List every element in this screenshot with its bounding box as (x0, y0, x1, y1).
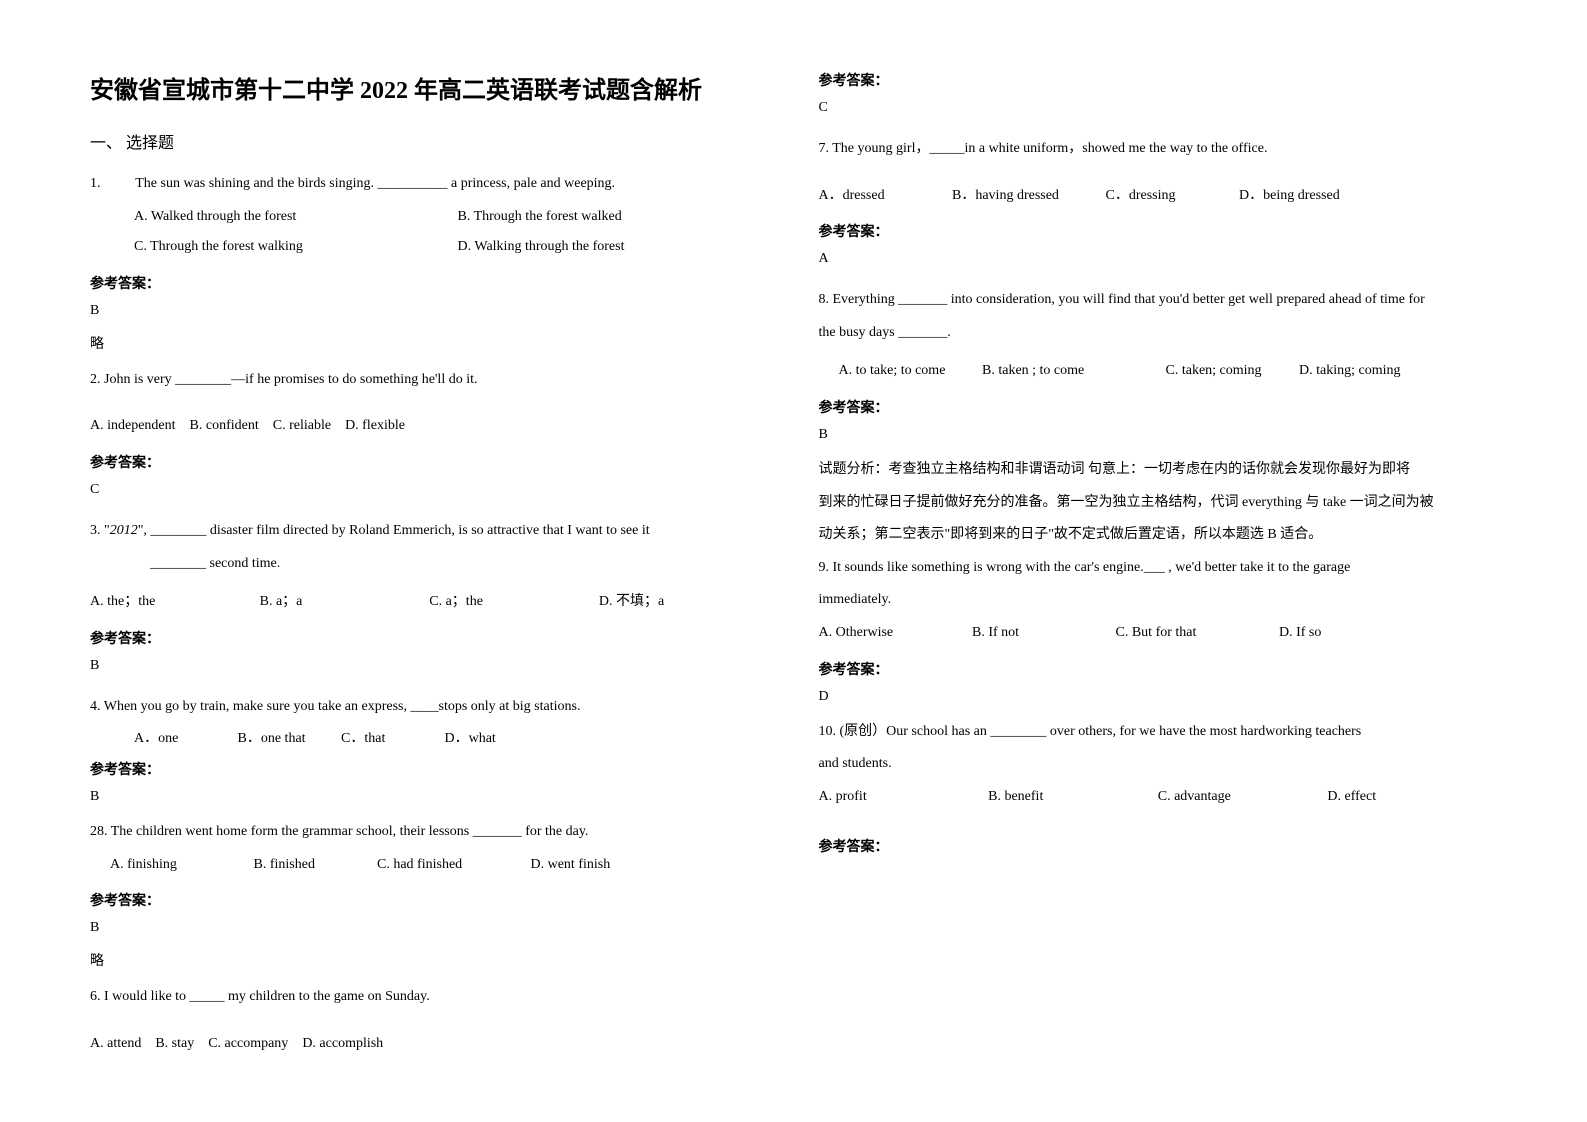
q6: 6. I would like to _____ my children to … (90, 984, 769, 1011)
q2-opts: A. independent B. confident C. reliable … (90, 413, 769, 440)
q3-answer: B (90, 658, 769, 674)
q3-d: D. 不填；a (599, 589, 769, 616)
q9-d: D. If so (1279, 625, 1321, 640)
q8-exp3: 动关系；第二空表示"即将到来的日子"故不定式做后置定语，所以本题选 B 适合。 (819, 522, 1498, 549)
q8-exp1: 试题分析：考查独立主格结构和非谓语动词 句意上：一切考虑在内的话你就会发现你最好… (819, 457, 1498, 484)
q3-c: C. a；the (429, 589, 599, 616)
q3-line1: 3. "2012", ________ disaster film direct… (90, 518, 769, 545)
q9-answer: D (819, 689, 1498, 705)
q3-opts: A. the；the B. a；a C. a；the D. 不填；a (90, 589, 769, 616)
q1: 1. The sun was shining and the birds sin… (90, 171, 769, 198)
q3-answer-label: 参考答案： (90, 628, 769, 648)
q4-d: D．what (445, 731, 496, 746)
q8-answer-label: 参考答案： (819, 397, 1498, 417)
q6-d: D. accomplish (302, 1036, 383, 1051)
q5-b: B. finished (254, 852, 374, 879)
q4-opts: A．one B．one that C．that D．what (90, 726, 769, 753)
q10-d: D. effect (1327, 784, 1497, 811)
q1-c: C. Through the forest walking (134, 234, 454, 261)
q1-num: 1. (90, 176, 101, 191)
q9-line1: 9. It sounds like something is wrong wit… (819, 555, 1498, 582)
q10-line2: and students. (819, 751, 1498, 778)
q2-answer: C (90, 482, 769, 498)
q7-answer: A (819, 251, 1498, 267)
q4: 4. When you go by train, make sure you t… (90, 694, 769, 721)
q5: 28. The children went home form the gram… (90, 819, 769, 846)
q7-d: D．being dressed (1239, 188, 1340, 203)
q8-line2: the busy days _______. (819, 320, 1498, 347)
q5-a: A. finishing (110, 852, 250, 879)
q2-c: C. reliable (273, 418, 331, 433)
q4-answer-label: 参考答案： (90, 759, 769, 779)
q7-a: A．dressed (819, 183, 949, 210)
q4-b: B．one that (238, 726, 338, 753)
q1-text: The sun was shining and the birds singin… (135, 176, 615, 191)
q9-opts: A. Otherwise B. If not C. But for that D… (819, 620, 1498, 647)
q2-answer-label: 参考答案： (90, 452, 769, 472)
q2: 2. John is very ________—if he promises … (90, 367, 769, 394)
q5-answer-label: 参考答案： (90, 890, 769, 910)
q9-b: B. If not (972, 620, 1112, 647)
q6-c: C. accompany (208, 1036, 288, 1051)
q6-answer: C (819, 100, 1498, 116)
q10-c: C. advantage (1158, 784, 1328, 811)
q7-answer-label: 参考答案： (819, 221, 1498, 241)
q7-opts: A．dressed B．having dressed C．dressing D．… (819, 183, 1498, 210)
q1-omit: 略 (90, 333, 769, 353)
q7: 7. The young girl，_____in a white unifor… (819, 136, 1498, 163)
q10-b: B. benefit (988, 784, 1158, 811)
q10-a: A. profit (819, 784, 989, 811)
q2-a: A. independent (90, 418, 176, 433)
q1-a: A. Walked through the forest (134, 204, 454, 231)
q10-answer-label: 参考答案： (819, 836, 1498, 856)
right-column: 参考答案： C 7. The young girl，_____in a whit… (819, 70, 1498, 1082)
q8-c: C. taken; coming (1166, 358, 1296, 385)
q4-c: C．that (341, 726, 441, 753)
q9-a: A. Otherwise (819, 620, 969, 647)
section-header: 一、 选择题 (90, 129, 769, 153)
q1-answer: B (90, 303, 769, 319)
q6-answer-label: 参考答案： (819, 70, 1498, 90)
q8-b: B. taken ; to come (982, 358, 1162, 385)
left-column: 安徽省宣城市第十二中学 2022 年高二英语联考试题含解析 一、 选择题 1. … (90, 70, 769, 1082)
q6-opts: A. attend B. stay C. accompany D. accomp… (90, 1031, 769, 1058)
q5-opts: A. finishing B. finished C. had finished… (90, 852, 769, 879)
q8-a: A. to take; to come (839, 358, 979, 385)
q7-c: C．dressing (1106, 183, 1236, 210)
q8-opts: A. to take; to come B. taken ; to come C… (819, 358, 1498, 385)
q8-line1: 8. Everything _______ into consideration… (819, 287, 1498, 314)
q10-opts: A. profit B. benefit C. advantage D. eff… (819, 784, 1498, 811)
q6-a: A. attend (90, 1036, 141, 1051)
q8-d: D. taking; coming (1299, 363, 1401, 378)
q5-omit: 略 (90, 950, 769, 970)
q4-answer: B (90, 789, 769, 805)
q2-d: D. flexible (345, 418, 405, 433)
q5-d: D. went finish (531, 857, 611, 872)
q6-b: B. stay (155, 1036, 194, 1051)
q3-text1: 3. "2012", ________ disaster film direct… (90, 523, 650, 538)
q7-b: B．having dressed (952, 183, 1102, 210)
q8-answer: B (819, 427, 1498, 443)
q9-answer-label: 参考答案： (819, 659, 1498, 679)
page-title: 安徽省宣城市第十二中学 2022 年高二英语联考试题含解析 (90, 70, 769, 105)
q5-c: C. had finished (377, 852, 527, 879)
q1-answer-label: 参考答案： (90, 273, 769, 293)
q1-opts-row2: C. Through the forest walking D. Walking… (90, 234, 769, 261)
q2-b: B. confident (190, 418, 259, 433)
q1-b: B. Through the forest walked (458, 209, 622, 224)
q8-exp2: 到来的忙碌日子提前做好充分的准备。第一空为独立主格结构，代词 everythin… (819, 490, 1498, 517)
q3-line2: ________ second time. (90, 551, 769, 578)
q1-opts-row1: A. Walked through the forest B. Through … (90, 204, 769, 231)
q9-line2: immediately. (819, 587, 1498, 614)
q1-d: D. Walking through the forest (458, 239, 625, 254)
q5-answer: B (90, 920, 769, 936)
q10-line1: 10. (原创）Our school has an ________ over … (819, 719, 1498, 746)
q3-b: B. a；a (260, 589, 430, 616)
q4-a: A．one (134, 726, 234, 753)
q9-c: C. But for that (1116, 620, 1276, 647)
q3-a: A. the；the (90, 589, 260, 616)
